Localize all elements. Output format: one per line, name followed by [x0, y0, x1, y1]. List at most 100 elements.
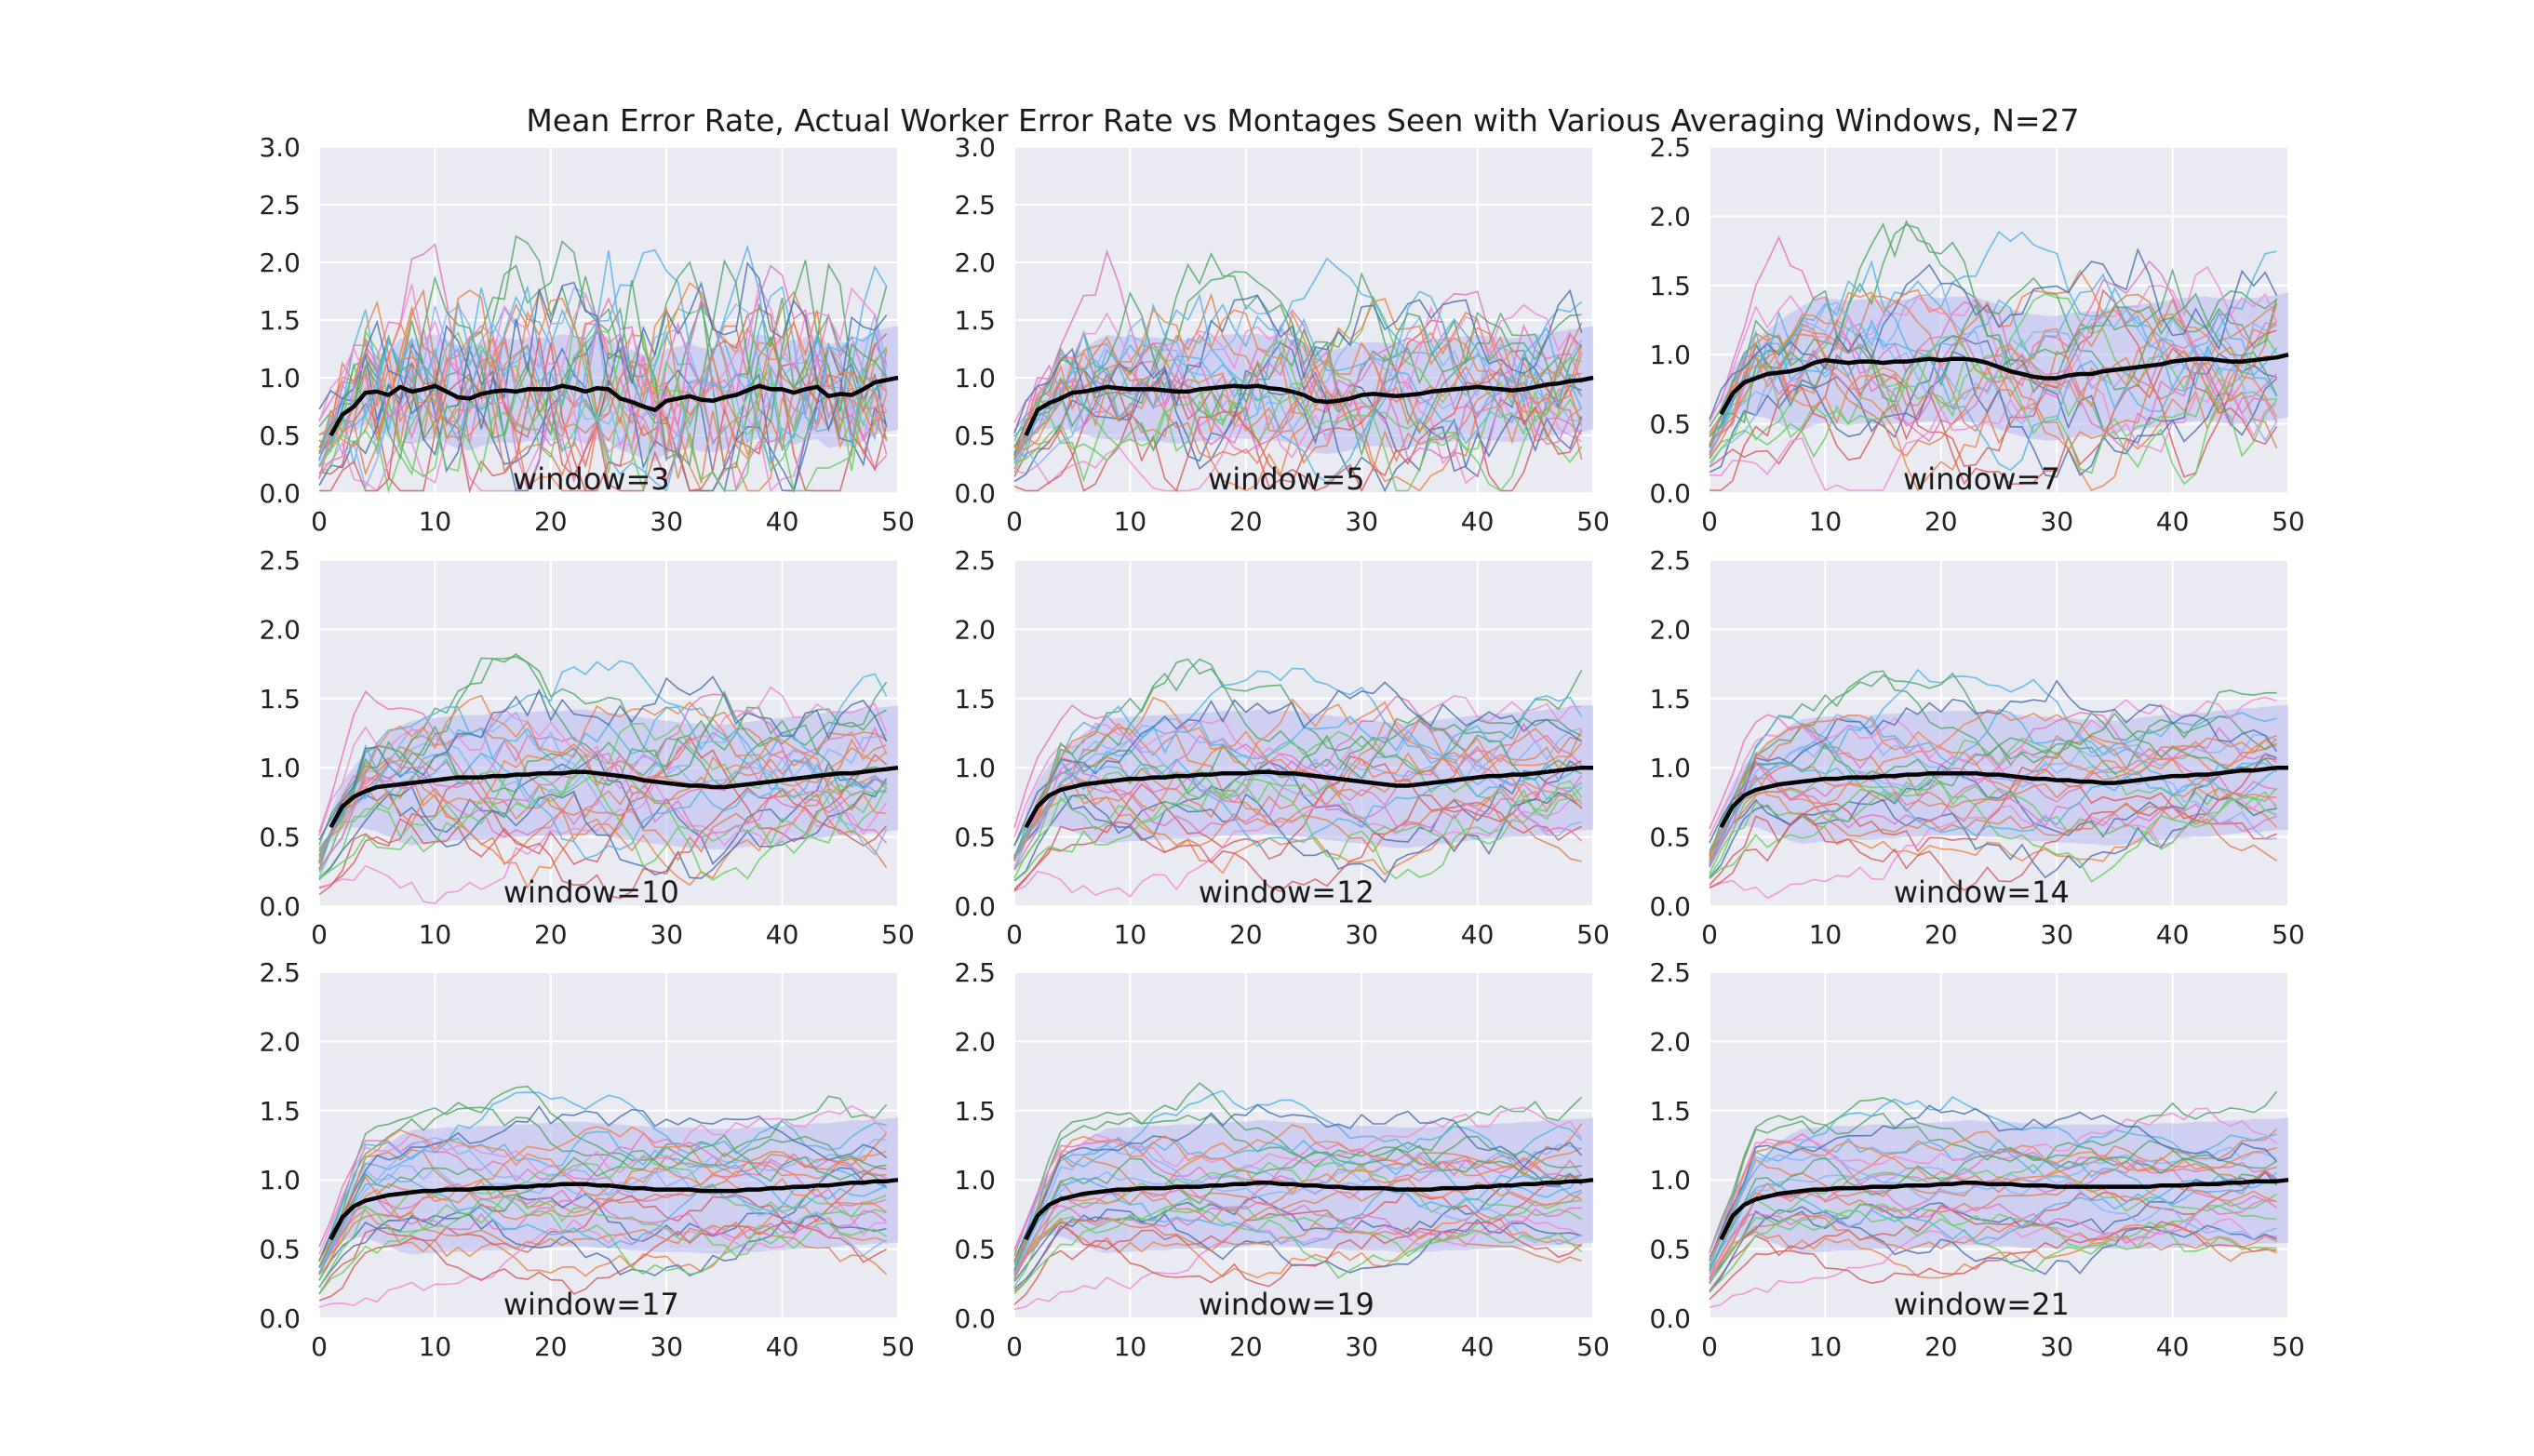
x-tick-label: 20 — [534, 919, 568, 950]
y-tick-label: 2.0 — [259, 1026, 301, 1057]
y-tick-label: 1.5 — [259, 684, 301, 715]
x-tick-label: 0 — [311, 919, 328, 950]
worker-line — [1013, 792, 1583, 884]
x-tick-label: 20 — [1229, 919, 1263, 950]
worker-line — [1013, 698, 1583, 857]
worker-line — [1013, 1142, 1583, 1276]
worker-line — [318, 264, 888, 484]
subplot-window-21: 0 10 20 30 40 50 0.0 0.5 1.0 1.5 2.0 2.5 window=21 — [1649, 957, 2304, 1362]
worker-line — [318, 689, 887, 870]
worker-line — [318, 675, 888, 841]
y-tick-label: 0.5 — [259, 1235, 301, 1265]
x-tick-label: 40 — [766, 919, 799, 950]
worker-line — [1709, 289, 2278, 447]
y-tick-label: 2.5 — [259, 957, 301, 988]
worker-line — [318, 260, 888, 433]
x-tick-label: 10 — [1809, 1331, 1843, 1362]
worker-line — [1013, 658, 1583, 846]
worker-line — [318, 1134, 888, 1268]
worker-line — [1013, 681, 1583, 847]
worker-line — [1709, 1104, 2278, 1262]
y-tick-label: 2.5 — [954, 545, 996, 576]
worker-line — [318, 1211, 888, 1276]
y-tick-label: 1.0 — [1649, 1165, 1691, 1196]
worker-line — [1709, 338, 2278, 458]
worker-line — [1709, 714, 2277, 855]
worker-line — [1013, 768, 1583, 882]
worker-line — [1013, 1216, 1582, 1278]
y-tick-label: 1.0 — [259, 753, 301, 783]
subplot-label: window=17 — [503, 1287, 679, 1322]
worker-line — [1013, 794, 1582, 893]
y-tick-label: 2.0 — [1649, 1026, 1691, 1057]
x-tick-label: 10 — [1114, 506, 1147, 537]
worker-line — [318, 1130, 887, 1262]
x-tick-label: 0 — [1006, 1331, 1023, 1362]
worker-line — [1709, 363, 2277, 492]
y-tick-label: 1.5 — [954, 1096, 996, 1127]
worker-line — [318, 369, 888, 493]
subplot-label: window=12 — [1199, 875, 1374, 910]
y-tick-label: 2.5 — [954, 190, 996, 220]
worker-line — [318, 706, 887, 856]
worker-line — [1013, 1209, 1583, 1294]
x-tick-label: 50 — [2272, 1331, 2305, 1362]
x-tick-label: 40 — [766, 506, 799, 537]
x-tick-label: 30 — [2040, 919, 2073, 950]
worker-line — [318, 701, 888, 857]
worker-line — [1709, 311, 2278, 472]
worker-line — [1013, 334, 1582, 467]
worker-line — [1709, 288, 2277, 478]
mean-line — [1024, 375, 1594, 436]
subplot-label: window=14 — [1894, 875, 2070, 910]
subplot-label: window=5 — [1208, 461, 1365, 497]
worker-line — [318, 771, 888, 881]
mean-line — [1719, 765, 2288, 829]
worker-line — [318, 1222, 887, 1302]
worker-line — [1709, 795, 2278, 900]
y-tick-label: 2.0 — [1649, 614, 1691, 645]
worker-line — [318, 307, 888, 494]
worker-line — [318, 1164, 888, 1275]
x-tick-label: 50 — [2272, 919, 2305, 950]
worker-line — [1013, 1169, 1582, 1273]
x-tick-label: 30 — [2040, 1331, 2073, 1362]
worker-line — [1013, 1124, 1582, 1274]
y-tick-label: 2.5 — [259, 545, 301, 576]
worker-line — [1709, 288, 2278, 446]
y-tick-label: 0.0 — [1649, 1303, 1691, 1334]
worker-line — [318, 1196, 888, 1295]
worker-line — [1013, 336, 1583, 473]
y-tick-label: 1.5 — [259, 1096, 301, 1127]
mean-line — [328, 375, 899, 437]
chart-title: Mean Error Rate, Actual Worker Error Rat… — [526, 102, 2079, 139]
worker-line — [318, 243, 888, 445]
y-tick-label: 0.0 — [954, 478, 996, 509]
worker-line — [1013, 1211, 1582, 1279]
worker-line — [1013, 364, 1582, 492]
x-tick-label: 30 — [1345, 1331, 1378, 1362]
worker-line — [318, 1132, 888, 1275]
worker-line — [1709, 1172, 2277, 1275]
subplot-label: window=3 — [513, 461, 670, 497]
worker-line — [1709, 787, 2278, 862]
worker-line — [1013, 248, 1583, 432]
x-tick-label: 40 — [1461, 919, 1495, 950]
worker-line — [1709, 780, 2278, 877]
worker-line — [1013, 704, 1583, 828]
worker-line — [1013, 1197, 1582, 1288]
subplot-window-5: 0 10 20 30 40 50 0.0 0.5 1.0 1.5 2.0 2.5 3.0 window=5 — [954, 132, 1609, 537]
worker-line — [1013, 1082, 1582, 1263]
subplot-label: window=10 — [503, 875, 679, 910]
y-tick-label: 2.0 — [259, 614, 301, 645]
y-tick-label: 1.0 — [1649, 340, 1691, 370]
y-tick-label: 2.5 — [1649, 545, 1691, 576]
y-tick-label: 2.5 — [1649, 957, 1691, 988]
worker-line — [318, 1169, 887, 1276]
worker-line — [318, 244, 888, 465]
y-tick-label: 1.5 — [954, 305, 996, 336]
x-tick-label: 20 — [534, 506, 568, 537]
worker-line — [1013, 290, 1583, 459]
x-tick-label: 20 — [1924, 506, 1958, 537]
